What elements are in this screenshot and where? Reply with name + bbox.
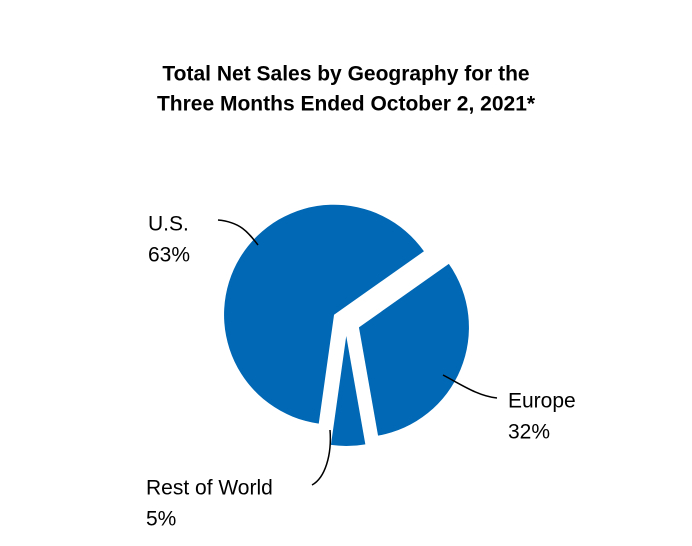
chart-title: Total Net Sales by Geography for the	[162, 63, 529, 86]
slice-label: Rest of World	[146, 477, 273, 500]
slice-value-label: 32%	[508, 421, 550, 444]
leader-line	[311, 429, 332, 486]
leader-line	[442, 374, 498, 399]
slice-value-label: 63%	[148, 244, 190, 267]
pie-slice	[224, 204, 424, 424]
pie-slice	[330, 335, 366, 446]
slice-label: Europe	[508, 390, 576, 413]
pie-slice	[358, 263, 469, 436]
slice-value-label: 5%	[146, 508, 176, 531]
leader-line	[217, 219, 259, 246]
chart-title: Three Months Ended October 2, 2021*	[157, 93, 536, 116]
slice-label: U.S.	[148, 213, 189, 236]
